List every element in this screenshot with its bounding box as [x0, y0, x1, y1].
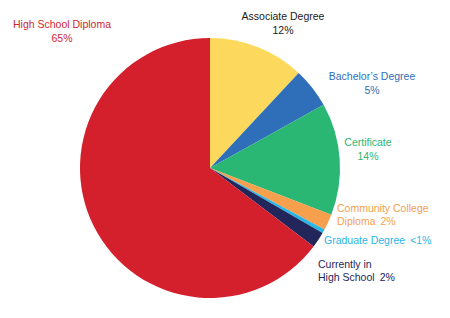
slice-label: High School Diploma	[13, 18, 111, 30]
value-label: 65%	[51, 32, 72, 44]
value-label: 14%	[357, 150, 378, 162]
value-label: 12%	[272, 24, 293, 36]
value-label: 2%	[380, 271, 395, 283]
chart: Associate Degree 12% Bachelor’s Degree 5% Ce…	[0, 0, 450, 318]
slice-label: Bachelor’s Degree	[329, 70, 416, 82]
labels: Associate Degree 12% Bachelor’s Degree 5% Ce…	[13, 10, 432, 283]
slice-label: Certificate	[344, 136, 391, 148]
slice-label: Community College Diploma	[337, 202, 432, 227]
slice-label: Associate Degree	[242, 10, 325, 22]
value-label: <1%	[410, 234, 431, 246]
pie-slice	[80, 38, 314, 298]
slices	[80, 38, 340, 298]
value-label: 5%	[364, 84, 379, 96]
slice-label: Graduate Degree	[324, 234, 405, 246]
slice-label: Currently in High School	[318, 258, 375, 283]
value-label: 2%	[381, 215, 396, 227]
